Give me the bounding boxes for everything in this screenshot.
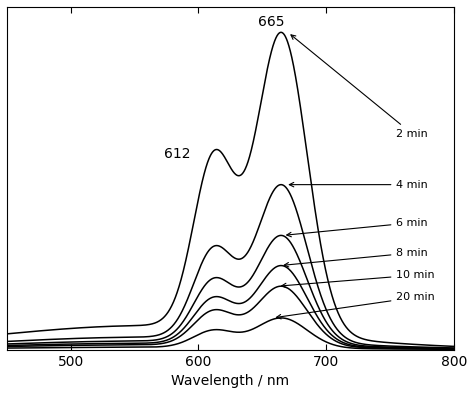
Text: 4 min: 4 min xyxy=(289,180,428,190)
Text: 20 min: 20 min xyxy=(276,292,435,319)
Text: 665: 665 xyxy=(258,15,284,29)
Text: 2 min: 2 min xyxy=(291,35,428,139)
Text: 6 min: 6 min xyxy=(287,218,428,237)
Text: 10 min: 10 min xyxy=(282,270,435,288)
Text: 8 min: 8 min xyxy=(284,248,428,267)
X-axis label: Wavelength / nm: Wavelength / nm xyxy=(171,374,290,388)
Text: 612: 612 xyxy=(164,147,190,161)
